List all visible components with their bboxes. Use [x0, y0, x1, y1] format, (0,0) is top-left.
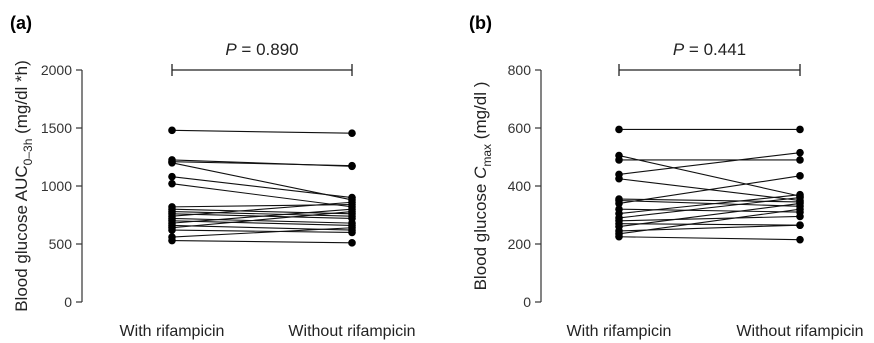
data-point-with-rifampicin: [168, 180, 176, 188]
y-axis-label-a-main: Blood glucose AUC: [12, 165, 31, 311]
p-value-label: P = 0.890: [225, 40, 298, 59]
data-point-without-rifampicin: [796, 172, 804, 180]
significance-bracket-a: P = 0.890: [172, 40, 352, 76]
data-point-without-rifampicin: [348, 129, 356, 137]
p-value-label: P = 0.441: [673, 40, 746, 59]
data-point-without-rifampicin: [796, 126, 804, 134]
y-tick-label: 0: [64, 294, 72, 310]
p-symbol: P: [673, 40, 685, 59]
data-point-without-rifampicin: [796, 205, 804, 213]
p-value: = 0.890: [237, 40, 299, 59]
y-tick-label: 200: [508, 236, 532, 252]
x-axis-labels-a: With rifampicin Without rifampicin: [120, 323, 416, 340]
data-point-with-rifampicin: [168, 127, 176, 135]
data-point-with-rifampicin: [168, 173, 176, 181]
y-tick-label: 1500: [41, 120, 72, 136]
data-point-without-rifampicin: [796, 149, 804, 157]
pair-line: [172, 130, 352, 133]
data-point-without-rifampicin: [348, 239, 356, 247]
data-point-without-rifampicin: [348, 198, 356, 206]
data-point-without-rifampicin: [348, 162, 356, 170]
data-point-without-rifampicin: [796, 156, 804, 164]
pair-line: [619, 216, 800, 220]
x-tick-label: With rifampicin: [567, 323, 672, 340]
pair-lines-b: [619, 129, 800, 239]
data-point-without-rifampicin: [796, 213, 804, 221]
pair-line: [172, 162, 352, 166]
y-tick-label: 0: [523, 294, 531, 310]
x-tick-label: Without rifampicin: [736, 323, 863, 340]
x-axis-labels-b: With rifampicin Without rifampicin: [567, 323, 864, 340]
data-point-with-rifampicin: [168, 226, 176, 234]
pair-lines-a: [172, 130, 352, 243]
y-axis-label-a: Blood glucose AUC0–3h (mg/dl *h): [12, 60, 35, 312]
y-tick-label: 500: [49, 236, 73, 252]
x-tick-label: Without rifampicin: [288, 323, 415, 340]
x-tick-label: With rifampicin: [120, 323, 225, 340]
pair-line: [619, 153, 800, 175]
y-axis-label-b-sub: max: [480, 144, 494, 167]
pair-line: [172, 241, 352, 243]
y-axis-label-a-unit: (mg/dl *h): [12, 60, 31, 138]
data-point-without-rifampicin: [796, 236, 804, 244]
data-point-without-rifampicin: [796, 221, 804, 229]
y-axis-label-b: Blood glucose Cmax (mg/dl ): [471, 82, 494, 291]
y-tick-label: 2000: [41, 62, 72, 78]
data-point-with-rifampicin: [615, 156, 623, 164]
data-point-with-rifampicin: [615, 175, 623, 183]
data-point-with-rifampicin: [615, 126, 623, 134]
y-axis-label-b-main: Blood glucose: [471, 179, 490, 291]
pair-line: [619, 209, 800, 234]
panel-b: (b) Blood glucose Cmax (mg/dl ) 0 200 400 6…: [469, 13, 864, 340]
panel-a: (a) Blood glucose AUC0–3h (mg/dl *h) 0 50…: [10, 13, 416, 340]
y-tick-label: 400: [508, 178, 532, 194]
pair-line: [619, 224, 800, 225]
panel-label-a: (a): [10, 13, 32, 33]
data-point-with-rifampicin: [168, 237, 176, 245]
pair-line: [172, 205, 352, 207]
p-value: = 0.441: [684, 40, 746, 59]
panel-label-b: (b): [469, 13, 492, 33]
y-axis-label-b-italic: C: [471, 166, 490, 179]
data-point-with-rifampicin: [168, 159, 176, 167]
data-point-without-rifampicin: [348, 208, 356, 216]
data-point-without-rifampicin: [348, 224, 356, 232]
y-tick-label: 800: [508, 62, 532, 78]
pair-line: [619, 237, 800, 240]
p-symbol: P: [225, 40, 237, 59]
y-tick-label: 1000: [41, 178, 72, 194]
y-axis-label-b-unit: (mg/dl ): [471, 82, 490, 144]
significance-bracket-b: P = 0.441: [619, 40, 800, 76]
y-tick-label: 600: [508, 120, 532, 136]
y-axis-label-a-sub: 0–3h: [21, 139, 35, 166]
data-point-with-rifampicin: [615, 233, 623, 241]
y-axis-a: 0 500 1000 1500 2000: [41, 62, 82, 310]
y-axis-b: 0 200 400 600 800: [508, 62, 541, 310]
